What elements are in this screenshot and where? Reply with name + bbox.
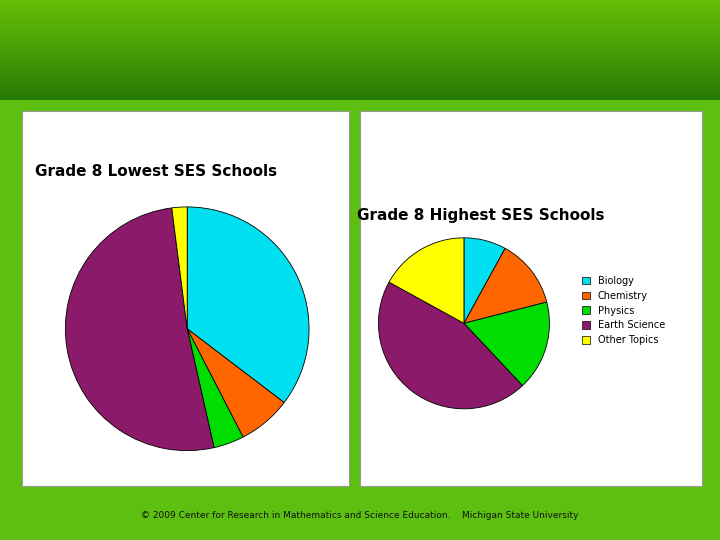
Wedge shape [187, 329, 243, 448]
Text: © 2009 Center for Research in Mathematics and Science Education.    Michigan Sta: © 2009 Center for Research in Mathematic… [141, 511, 579, 520]
Wedge shape [464, 248, 546, 323]
Wedge shape [379, 282, 523, 409]
Wedge shape [172, 207, 187, 329]
Legend: Biology, Chemistry, Physics, Earth Science, Other Topics: Biology, Chemistry, Physics, Earth Scien… [582, 276, 665, 345]
Wedge shape [66, 208, 214, 450]
Text: Grade 8 Highest SES Schools: Grade 8 Highest SES Schools [357, 208, 605, 223]
Wedge shape [187, 207, 309, 402]
Wedge shape [464, 238, 505, 323]
Wedge shape [187, 329, 284, 437]
Wedge shape [464, 302, 549, 386]
Wedge shape [389, 238, 464, 323]
Text: Grade 8 Lowest SES Schools: Grade 8 Lowest SES Schools [35, 164, 277, 179]
